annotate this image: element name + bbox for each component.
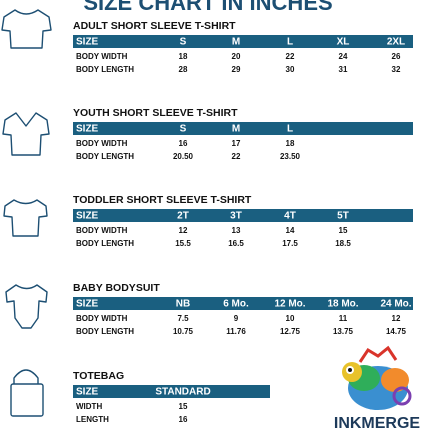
header-cell: 2T xyxy=(177,211,189,222)
table-cell: 15 xyxy=(179,402,188,411)
youth-tee-icon xyxy=(2,112,50,156)
table-cell: 13.75 xyxy=(333,327,354,336)
header-bar xyxy=(73,209,413,222)
header-cell: SIZE xyxy=(76,387,99,398)
table-cell: 20 xyxy=(232,52,241,61)
header-cell: 24 Mo. xyxy=(380,299,411,310)
header-cell: 3T xyxy=(230,211,242,222)
table-cell: WIDTH xyxy=(76,402,102,411)
table-cell: 12.75 xyxy=(280,327,301,336)
table-cell: BODY LENGTH xyxy=(76,327,134,336)
table-cell: 11.76 xyxy=(226,327,246,336)
header-cell: M xyxy=(232,37,240,48)
header-bar xyxy=(73,385,270,398)
table-cell: 9 xyxy=(234,314,239,323)
table-cell: 13 xyxy=(232,226,241,235)
table-cell: LENGTH xyxy=(76,415,109,424)
header-cell: SIZE xyxy=(76,299,99,310)
header-cell: L xyxy=(287,124,293,135)
table-cell: 15 xyxy=(339,226,348,235)
table-cell: 16 xyxy=(179,139,188,148)
logo-text: INKMERGE xyxy=(334,415,421,430)
table-cell: 16 xyxy=(179,415,188,424)
table-cell: 26 xyxy=(392,52,401,61)
header-cell: 4T xyxy=(284,211,296,222)
header-cell: NB xyxy=(176,299,190,310)
table-cell: 22 xyxy=(232,152,241,161)
page-title: SIZE CHART IN INCHES xyxy=(83,0,332,15)
table-cell: 12 xyxy=(179,226,188,235)
table-cell: 28 xyxy=(179,65,188,74)
section-title: YOUTH SHORT SLEEVE T-SHIRT xyxy=(73,107,238,119)
table-cell: 7.5 xyxy=(177,314,189,323)
header-cell: 2XL xyxy=(387,37,405,48)
header-cell: STANDARD xyxy=(155,387,210,398)
header-cell: 5T xyxy=(337,211,349,222)
header-cell: S xyxy=(180,124,187,135)
table-cell: 12 xyxy=(392,314,401,323)
section-title: ADULT SHORT SLEEVE T-SHIRT xyxy=(73,20,236,32)
section-title: BABY BODYSUIT xyxy=(73,282,160,294)
header-cell: SIZE xyxy=(76,37,99,48)
table-cell: BODY LENGTH xyxy=(76,65,134,74)
table-cell: BODY WIDTH xyxy=(76,226,128,235)
table-cell: 10 xyxy=(286,314,295,323)
baby-bodysuit-icon xyxy=(5,284,48,329)
header-cell: 6 Mo. xyxy=(223,299,249,310)
table-cell: 24 xyxy=(339,52,348,61)
header-cell: 12 Mo. xyxy=(274,299,305,310)
header-bar xyxy=(73,297,413,310)
table-cell: BODY LENGTH xyxy=(76,239,134,248)
header-bar xyxy=(73,122,413,135)
header-cell: 18 Mo. xyxy=(327,299,358,310)
table-cell: 16.5 xyxy=(228,239,244,248)
table-cell: 18 xyxy=(179,52,188,61)
table-cell: 32 xyxy=(392,65,401,74)
table-cell: 14 xyxy=(286,226,295,235)
table-cell: BODY LENGTH xyxy=(76,152,134,161)
header-cell: L xyxy=(287,37,293,48)
totebag-icon xyxy=(10,369,44,417)
logo-art xyxy=(342,345,412,410)
table-cell: 18.5 xyxy=(335,239,351,248)
table-cell: 20.50 xyxy=(173,152,194,161)
header-cell: SIZE xyxy=(76,124,99,135)
table-cell: BODY WIDTH xyxy=(76,314,128,323)
header-bar xyxy=(73,35,413,48)
header-cell: S xyxy=(180,37,187,48)
table-cell: 30 xyxy=(286,65,295,74)
table-cell: 31 xyxy=(339,65,348,74)
table-cell: 23.50 xyxy=(280,152,301,161)
table-cell: 22 xyxy=(286,52,295,61)
header-cell: SIZE xyxy=(76,211,99,222)
table-cell: BODY WIDTH xyxy=(76,139,128,148)
adult-tee-icon xyxy=(1,9,52,49)
header-cell: M xyxy=(232,124,240,135)
table-cell: BODY WIDTH xyxy=(76,52,128,61)
table-cell: 10.75 xyxy=(173,327,194,336)
table-cell: 17.5 xyxy=(282,239,298,248)
table-cell: 18 xyxy=(286,139,295,148)
table-cell: 14.75 xyxy=(386,327,407,336)
section-title: TOTEBAG xyxy=(73,370,124,382)
header-cell: XL xyxy=(337,37,350,48)
table-cell: 11 xyxy=(339,314,348,323)
section-title: TODDLER SHORT SLEEVE T-SHIRT xyxy=(73,194,252,206)
table-cell: 29 xyxy=(232,65,241,74)
table-cell: 15.5 xyxy=(175,239,191,248)
toddler-tee-icon xyxy=(3,199,48,237)
table-cell: 17 xyxy=(232,139,241,148)
